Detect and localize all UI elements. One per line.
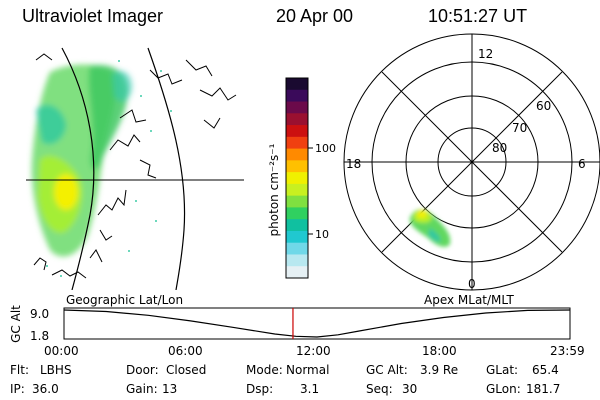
app-title: Ultraviolet Imager (22, 6, 164, 26)
xtick-1200: 12:00 (296, 344, 331, 358)
auroral-emission-polar (409, 209, 451, 247)
colorbar-band (286, 230, 308, 244)
colorbar-tick-label-100: 100 (315, 142, 336, 155)
ytick-1-8: 1.8 (30, 329, 49, 343)
auroral-emission-geo (31, 64, 133, 257)
colorbar-band (286, 113, 308, 126)
colorbar-band (286, 136, 308, 150)
colorbar-band (286, 148, 308, 161)
status-mode-label: Mode: (246, 363, 283, 377)
colorbar-band (286, 160, 308, 173)
colorbar-band (286, 254, 308, 267)
colorbar-band (286, 89, 308, 103)
status-glat-value: 65.4 (532, 363, 559, 377)
status-glat-label: GLat: (486, 363, 519, 377)
status-flt-value: LBHS (40, 363, 72, 377)
status-door-value: Closed (166, 363, 207, 377)
status-gain-label: Gain: (126, 382, 158, 396)
xtick-2359: 23:59 (550, 344, 585, 358)
mlt-label-0: 0 (468, 277, 476, 291)
status-gain-value: 13 (162, 382, 178, 396)
status-glon-label: GLon: (486, 382, 521, 396)
status-seq-value: 30 (402, 382, 418, 396)
coastlines (33, 53, 237, 279)
colorbar (286, 78, 308, 279)
colorbar-band (286, 219, 308, 232)
colorbar-band (286, 125, 308, 138)
altitude-ylabel: GC Alt (9, 305, 23, 343)
speckle-noise (46, 60, 172, 277)
ytick-9: 9.0 (30, 307, 49, 321)
colorbar-band (286, 207, 308, 220)
lat-label-70: 70 (512, 121, 527, 135)
colorbar-band (286, 242, 308, 255)
status-gcalt-label: GC Alt: (366, 363, 408, 377)
geographic-map (26, 47, 244, 290)
mlt-label-18: 18 (346, 157, 361, 171)
colorbar-band (286, 266, 308, 279)
colorbar-band (286, 195, 308, 208)
status-ip-value: 36.0 (32, 382, 59, 396)
geo-map-caption: Geographic Lat/Lon (66, 293, 183, 307)
mlt-label-6: 6 (578, 157, 586, 171)
polar-map: 12 18 6 0 60 70 80 (343, 33, 600, 291)
time-label: 10:51:27 UT (428, 6, 528, 26)
status-flt-label: Flt: (10, 363, 29, 377)
status-glon-value: 181.7 (526, 382, 561, 396)
colorbar-frame (285, 77, 309, 279)
status-mode-value: Normal (286, 363, 330, 377)
xtick-1800: 18:00 (422, 344, 457, 358)
xtick-0600: 06:00 (168, 344, 203, 358)
status-ip-label: IP: (10, 382, 25, 396)
altitude-plot: 9.0 1.8 GC Alt 00:00 06:00 12:00 18:00 2… (9, 305, 585, 358)
mlt-label-12: 12 (478, 47, 493, 61)
status-dsp-value: 3.1 (300, 382, 320, 396)
status-dsp-label: Dsp: (246, 382, 274, 396)
altitude-trace (63, 309, 570, 338)
colorbar-band (286, 78, 308, 91)
colorbar-band (286, 101, 308, 114)
xtick-0000: 00:00 (44, 344, 79, 358)
colorbar-band (286, 172, 308, 185)
lat-label-60: 60 (536, 99, 551, 113)
date-label: 20 Apr 00 (276, 6, 354, 26)
colorbar-unit-label: photon cm⁻²s⁻¹ (267, 143, 281, 236)
status-seq-label: Seq: (366, 382, 393, 396)
status-gcalt-value: 3.9 Re (420, 363, 459, 377)
lat-label-80: 80 (492, 141, 507, 155)
polar-map-caption: Apex MLat/MLT (424, 293, 514, 307)
status-door-label: Door: (126, 363, 159, 377)
colorbar-tick-label-10: 10 (315, 228, 329, 241)
colorbar-band (286, 183, 308, 197)
